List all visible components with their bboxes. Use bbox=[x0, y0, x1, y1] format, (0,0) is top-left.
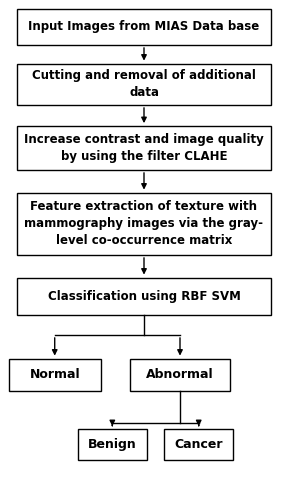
FancyBboxPatch shape bbox=[17, 9, 271, 45]
Text: Cancer: Cancer bbox=[175, 438, 223, 451]
Text: Abnormal: Abnormal bbox=[146, 368, 214, 381]
Text: Normal: Normal bbox=[29, 368, 80, 381]
FancyBboxPatch shape bbox=[130, 358, 230, 391]
FancyBboxPatch shape bbox=[17, 126, 271, 170]
FancyBboxPatch shape bbox=[17, 64, 271, 105]
Text: Benign: Benign bbox=[88, 438, 137, 451]
Text: Input Images from MIAS Data base: Input Images from MIAS Data base bbox=[29, 20, 259, 34]
Text: Classification using RBF SVM: Classification using RBF SVM bbox=[48, 290, 240, 302]
FancyBboxPatch shape bbox=[9, 358, 101, 391]
FancyBboxPatch shape bbox=[78, 429, 147, 460]
Text: Increase contrast and image quality
by using the filter CLAHE: Increase contrast and image quality by u… bbox=[24, 133, 264, 163]
Text: Feature extraction of texture with
mammography images via the gray-
level co-occ: Feature extraction of texture with mammo… bbox=[24, 200, 264, 247]
FancyBboxPatch shape bbox=[17, 278, 271, 315]
FancyBboxPatch shape bbox=[17, 192, 271, 255]
FancyBboxPatch shape bbox=[164, 429, 233, 460]
Text: Cutting and removal of additional
data: Cutting and removal of additional data bbox=[32, 69, 256, 99]
